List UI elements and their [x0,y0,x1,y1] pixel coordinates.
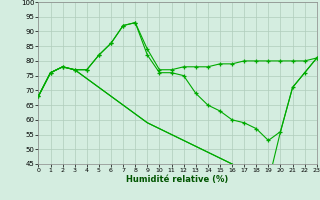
X-axis label: Humidité relative (%): Humidité relative (%) [126,175,229,184]
